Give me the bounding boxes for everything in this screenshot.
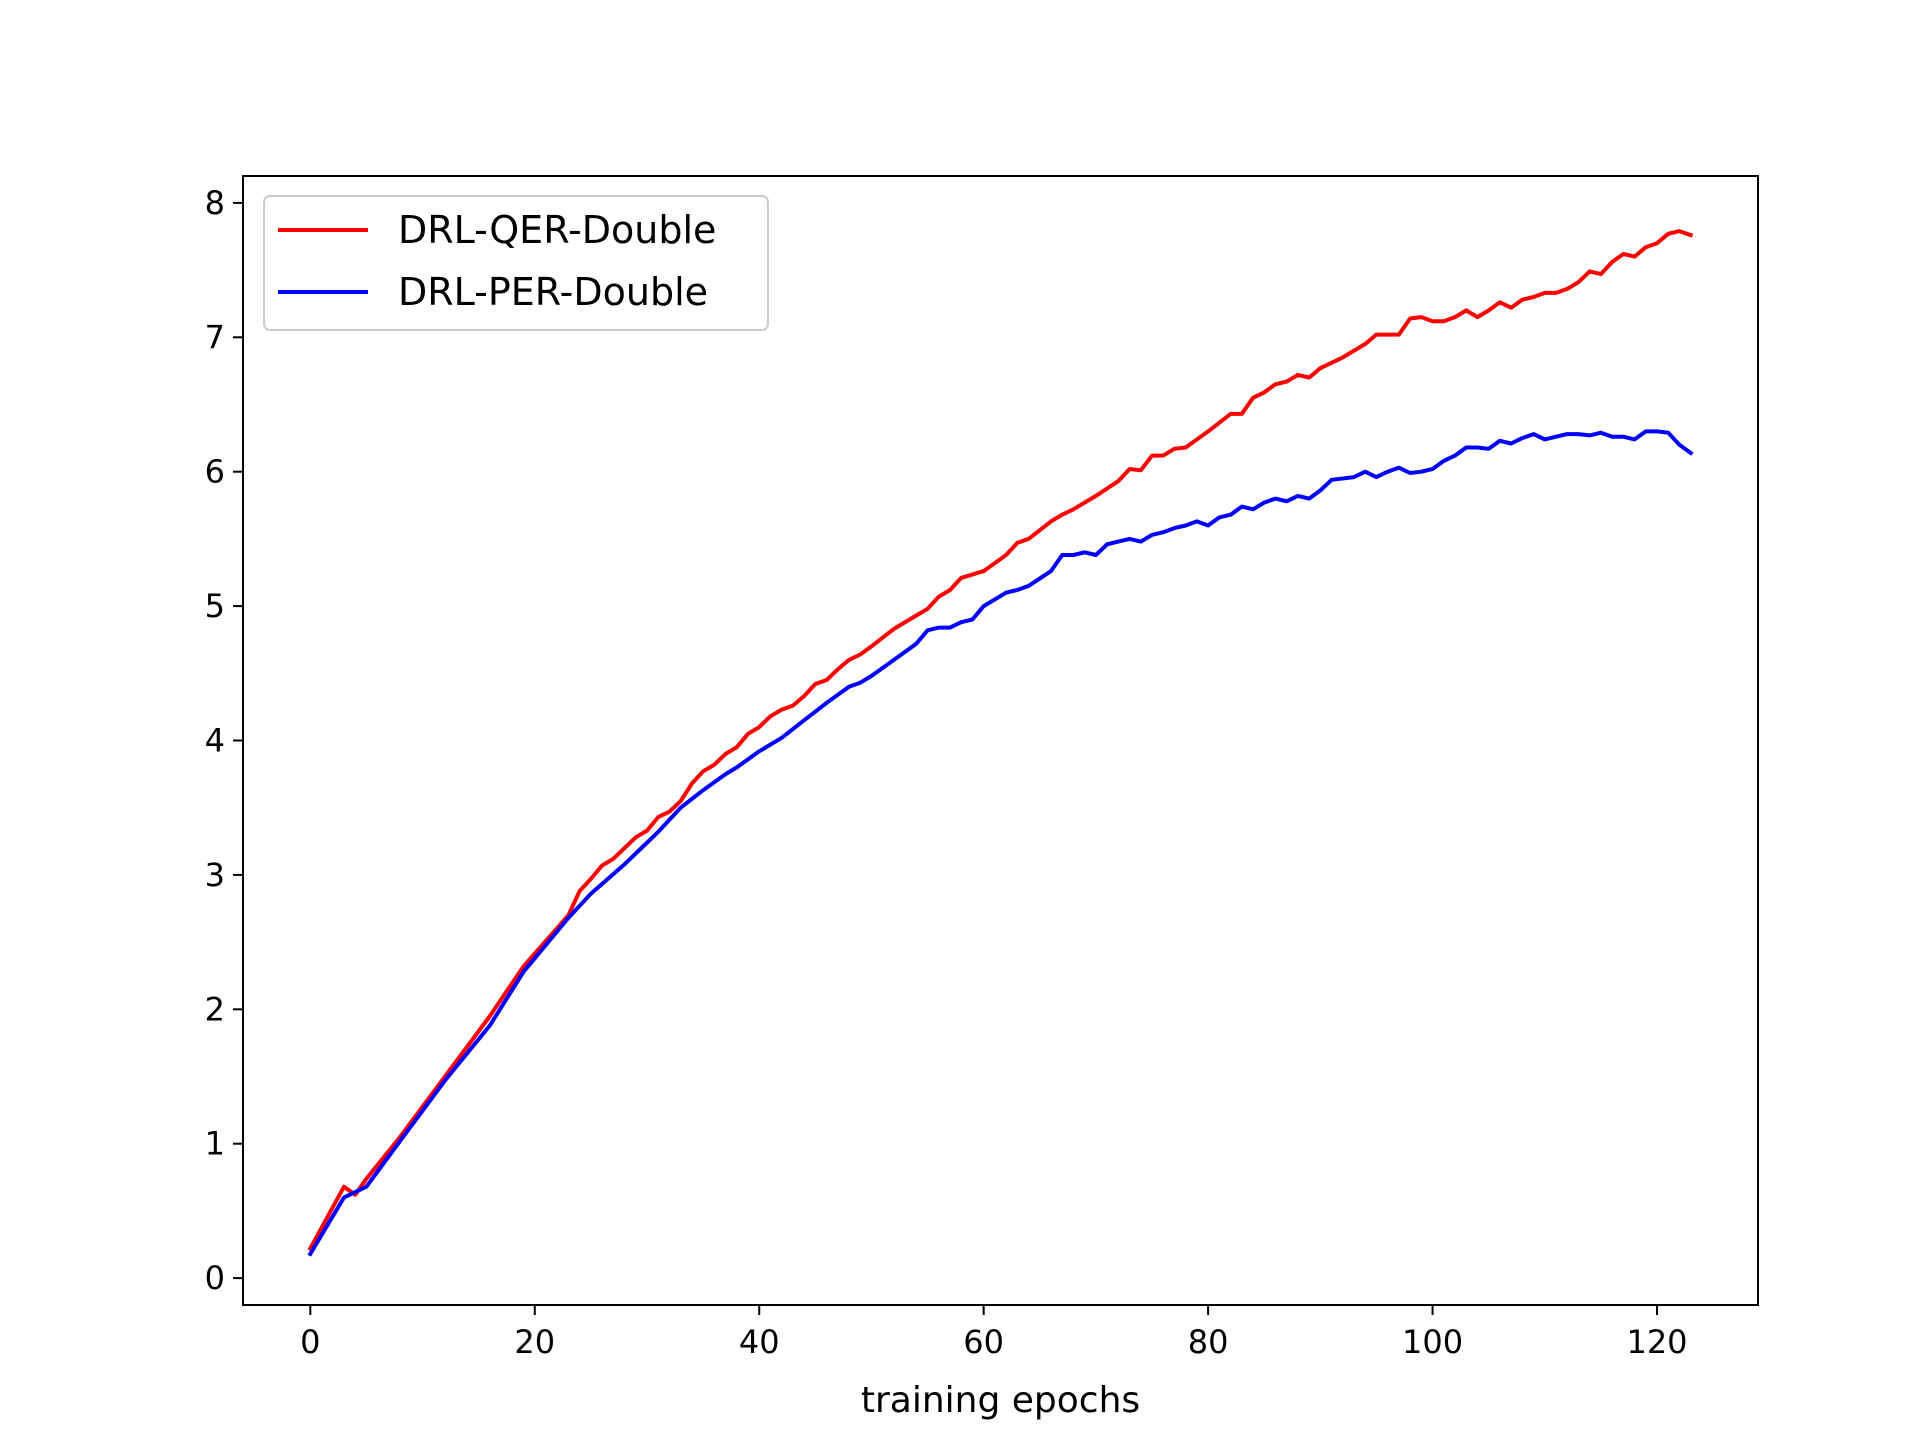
x-tick-label: 40 bbox=[739, 1323, 780, 1361]
series-line-0 bbox=[307, 229, 1694, 1252]
series-layer bbox=[307, 229, 1694, 1257]
x-tick-label: 60 bbox=[963, 1323, 1004, 1361]
series-line-1 bbox=[307, 429, 1694, 1257]
y-tick-label: 2 bbox=[205, 990, 225, 1028]
legend-box bbox=[263, 195, 769, 331]
x-tick-label: 0 bbox=[300, 1323, 320, 1361]
y-tick-label: 0 bbox=[205, 1259, 225, 1297]
x-tick-label: 120 bbox=[1626, 1323, 1687, 1361]
x-tick-label: 20 bbox=[514, 1323, 555, 1361]
y-tick-label: 1 bbox=[205, 1125, 225, 1163]
y-tick-label: 5 bbox=[205, 587, 225, 625]
x-tick-label: 80 bbox=[1188, 1323, 1229, 1361]
y-axis: 0 1 2 3 4 5 6 7 8 bbox=[205, 184, 243, 1297]
y-tick-label: 3 bbox=[205, 856, 225, 894]
x-axis: 0 20 40 60 80 100 120 bbox=[300, 1305, 1688, 1361]
legend: DRL-QER-Double DRL-PER-Double bbox=[263, 195, 769, 331]
legend-label-0: DRL-QER-Double bbox=[398, 208, 716, 252]
y-tick-label: 4 bbox=[205, 722, 225, 760]
legend-label-1: DRL-PER-Double bbox=[398, 270, 708, 314]
y-tick-label: 7 bbox=[205, 318, 225, 356]
x-tick-label: 100 bbox=[1402, 1323, 1463, 1361]
y-tick-label: 8 bbox=[205, 184, 225, 222]
x-axis-label: training epochs bbox=[861, 1380, 1140, 1421]
y-tick-label: 6 bbox=[205, 453, 225, 491]
